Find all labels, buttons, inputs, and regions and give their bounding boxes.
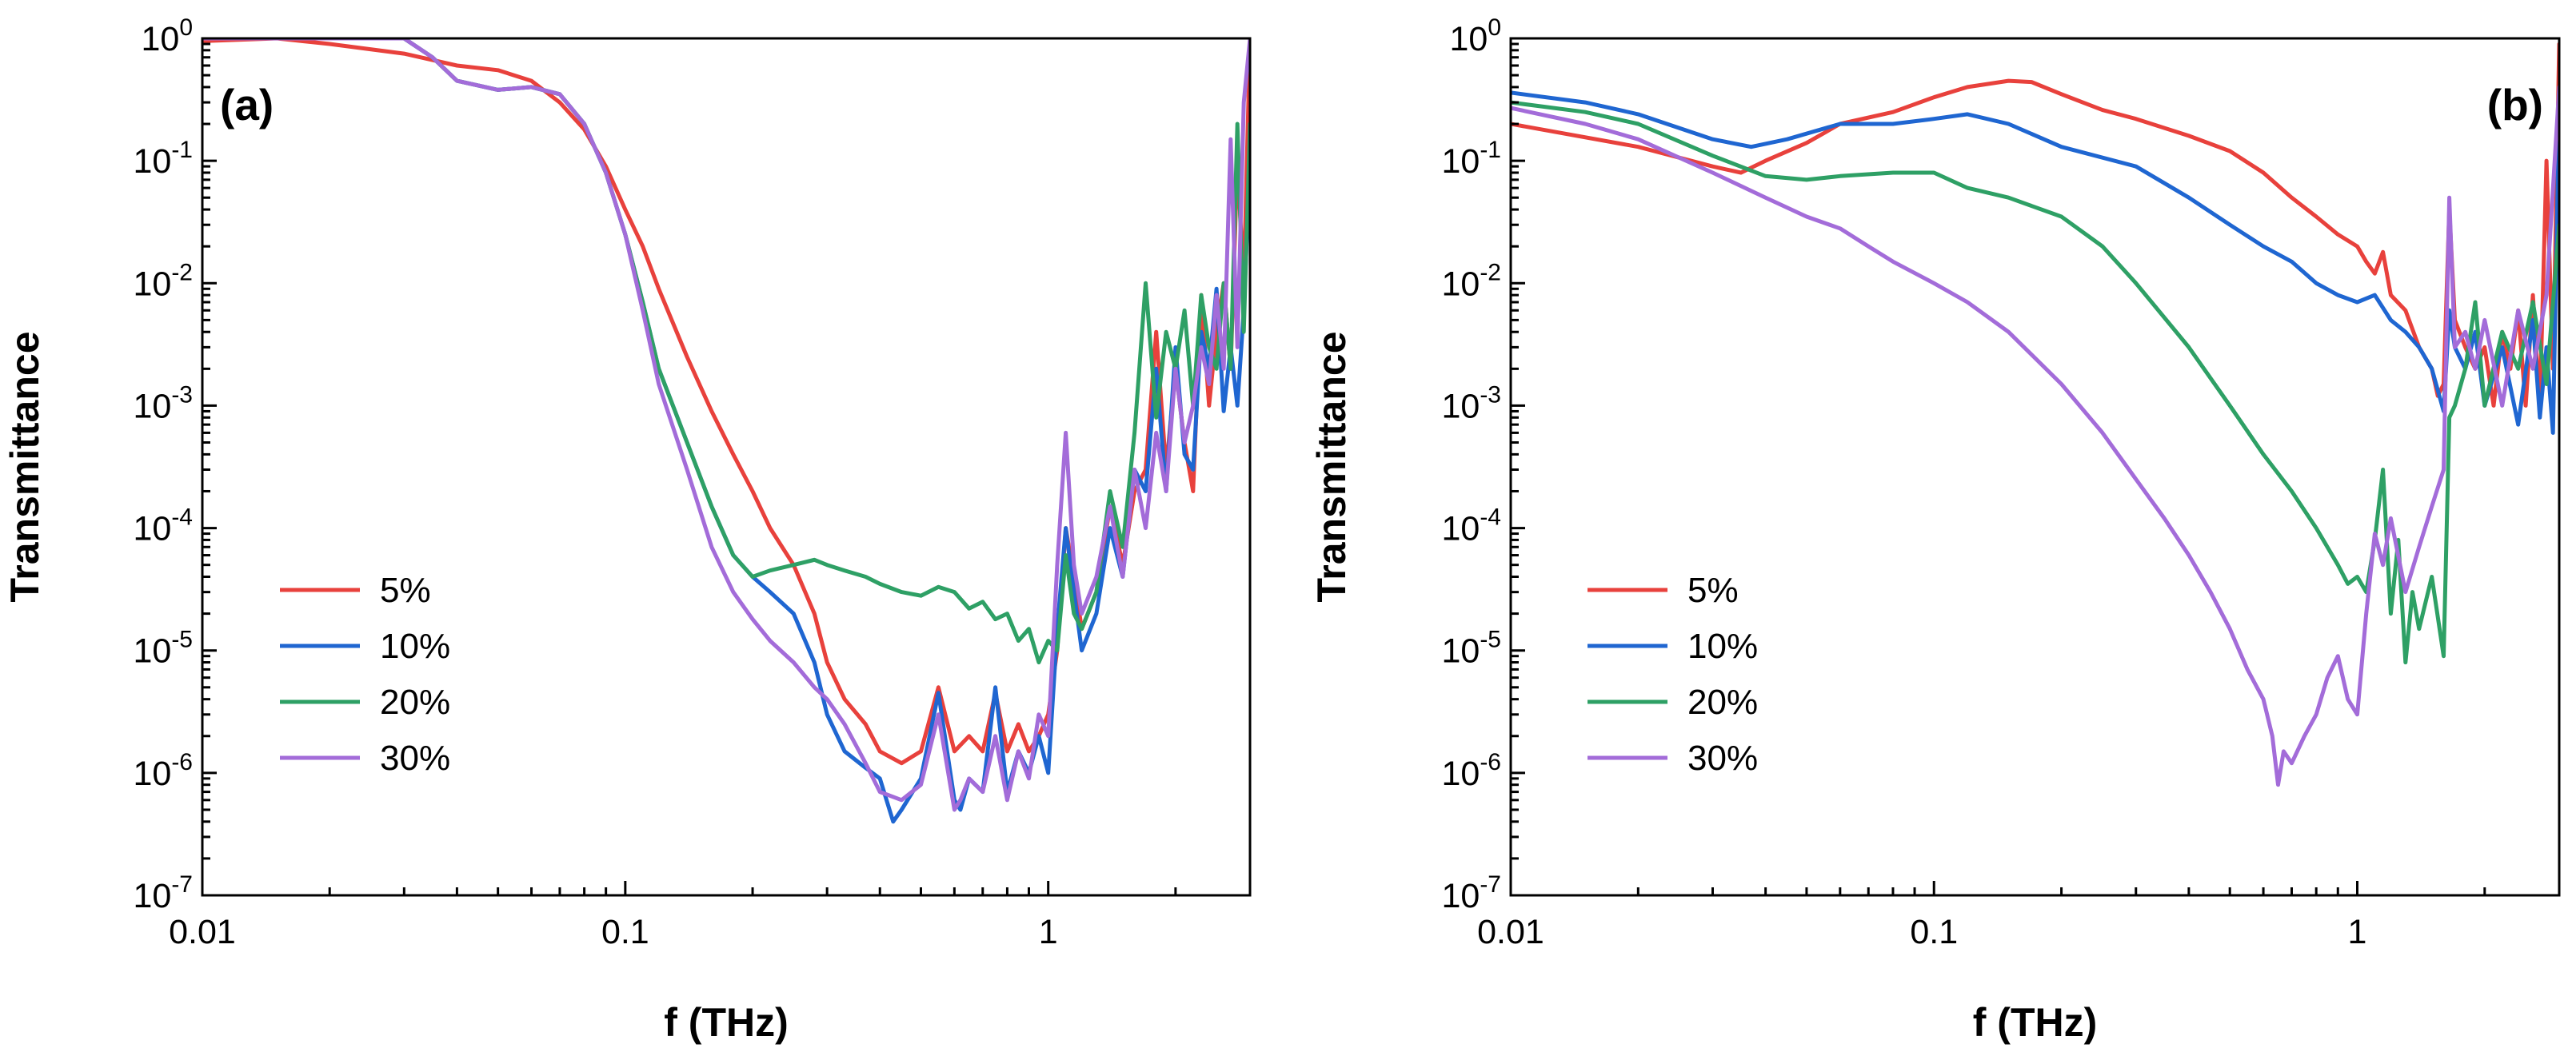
panel-a-series-20pct (202, 38, 1250, 665)
panel-a-series-5pct (202, 38, 1250, 766)
panel-b-y-tick-exp: -2 (1480, 259, 1501, 285)
panel-b-y-tick-exp: -5 (1480, 627, 1501, 653)
panel-b-y-tick-base: 10 (1441, 510, 1480, 548)
panel-a-y-tick-base: 10 (141, 20, 179, 58)
panel-b-y-tick-label: 10-2 (1441, 259, 1501, 303)
panel-b-y-tick-base: 10 (1441, 142, 1480, 181)
panel-a-y-tick-base: 10 (133, 142, 171, 181)
panel-a-y-tick-base: 10 (133, 755, 171, 793)
panel-a-y-tick-exp: -4 (171, 504, 193, 531)
panel-b-series-group (1511, 42, 2559, 787)
panel-a-y-tick-exp: -2 (171, 259, 193, 285)
panel-a-series-group (202, 38, 1250, 824)
panel-a-series-10pct (202, 38, 1250, 824)
panel-b-y-tick-exp: -3 (1480, 381, 1501, 408)
panel-b-y-tick-base: 10 (1441, 877, 1480, 915)
panel-b-y-tick-base: 10 (1441, 387, 1480, 425)
panel-b-plot-frame (1509, 37, 2561, 897)
panel-b-y-tick-label: 10-6 (1441, 749, 1501, 793)
panel-a-y-tick-exp: -7 (171, 871, 193, 898)
panel-a-y-tick-exp: -5 (171, 627, 193, 653)
panel-b-y-tick-base: 10 (1441, 265, 1480, 303)
panel-a-legend-label: 5% (380, 571, 431, 610)
panel-a-y-tick-label: 10-6 (133, 749, 193, 793)
panel-a-y-tick-label: 10-2 (133, 259, 193, 303)
panel-b-series-10pct (1511, 90, 2559, 435)
panel-b-x-tick-label: 0.01 (1477, 913, 1544, 951)
panel-b-legend-label: 20% (1687, 683, 1758, 722)
panel-a-x-axis-title: f (THz) (664, 1000, 789, 1045)
panel-b-y-tick-label: 100 (1449, 14, 1501, 58)
panel-b-series-30pct (1511, 85, 2559, 787)
panel-b-y-tick-exp: -1 (1480, 137, 1501, 163)
panel-a-y-tick-label: 10-4 (133, 504, 193, 548)
panel-a-y-tick-base: 10 (133, 877, 171, 915)
panel-b-y-tick-base: 10 (1441, 755, 1480, 793)
panel-b-y-tick-exp: 0 (1488, 14, 1501, 41)
panel-b-legend-label: 5% (1687, 571, 1739, 610)
panel-a-y-tick-exp: -6 (171, 749, 193, 775)
panel-a: 0.01 0.1 110010-110-210-310-410-510-610-7f… (2, 14, 1252, 1045)
panel-b-y-axis-title: Transmittance (1309, 331, 1354, 602)
panel-a-legend: 5% 10% 20% 30% (280, 571, 450, 778)
panel-b-y-tick-exp: -4 (1480, 504, 1501, 531)
panel-a-y-tick-base: 10 (133, 265, 171, 303)
panel-a-y-tick-label: 100 (141, 14, 193, 58)
panel-a-y-tick-base: 10 (133, 632, 171, 671)
panel-a-x-tick-label: 0.01 (169, 913, 236, 951)
panel-b-label: (b) (2487, 80, 2543, 130)
panel-a-y-tick-exp: 0 (179, 14, 193, 41)
panel-b-y-tick-label: 10-5 (1441, 627, 1501, 671)
panel-b-x-tick-label: 0.1 (1910, 913, 1958, 951)
panel-b-y-tick-exp: -7 (1480, 871, 1501, 898)
panel-b-x-tick-label: 1 (2348, 913, 2367, 951)
panel-b-y-tick-label: 10-1 (1441, 137, 1501, 181)
panel-a-y-tick-exp: -3 (171, 381, 193, 408)
panel-b-y-tick-label: 10-7 (1441, 871, 1501, 915)
panel-b-y-tick-label: 10-4 (1441, 504, 1501, 548)
panel-a-series-30pct (202, 38, 1250, 812)
panel-b-legend-label: 30% (1687, 739, 1758, 778)
panel-a-x-tick-label: 0.1 (601, 913, 649, 951)
panel-b: 0.01 0.1 110010-110-210-310-410-510-610-7f… (1309, 14, 2561, 1045)
panel-b-x-axis-title: f (THz) (1973, 1000, 2098, 1045)
panel-b-y-tick-label: 10-3 (1441, 381, 1501, 425)
panel-b-series-5pct (1511, 42, 2559, 408)
panel-a-y-tick-label: 10-5 (133, 627, 193, 671)
panel-a-y-tick-label: 10-3 (133, 381, 193, 425)
panel-a-y-tick-label: 10-1 (133, 137, 193, 181)
panel-b-y-tick-base: 10 (1441, 632, 1480, 671)
panel-a-legend-label: 20% (380, 683, 450, 722)
panel-b-legend: 5% 10% 20% 30% (1588, 571, 1758, 778)
panel-a-legend-label: 10% (380, 627, 450, 666)
panel-a-y-tick-exp: -1 (171, 137, 193, 163)
panel-b-y-tick-exp: -6 (1480, 749, 1501, 775)
panel-a-label: (a) (220, 80, 274, 130)
panel-a-y-tick-label: 10-7 (133, 871, 193, 915)
panel-a-plot-frame (201, 37, 1252, 897)
panel-a-legend-label: 30% (380, 739, 450, 778)
panel-b-legend-label: 10% (1687, 627, 1758, 666)
panel-a-x-tick-label: 1 (1039, 913, 1058, 951)
panel-a-y-tick-base: 10 (133, 510, 171, 548)
panel-b-y-tick-base: 10 (1449, 20, 1488, 58)
panel-a-y-tick-base: 10 (133, 387, 171, 425)
panel-a-y-axis-title: Transmittance (2, 331, 47, 602)
panel-b-series-20pct (1511, 100, 2559, 665)
